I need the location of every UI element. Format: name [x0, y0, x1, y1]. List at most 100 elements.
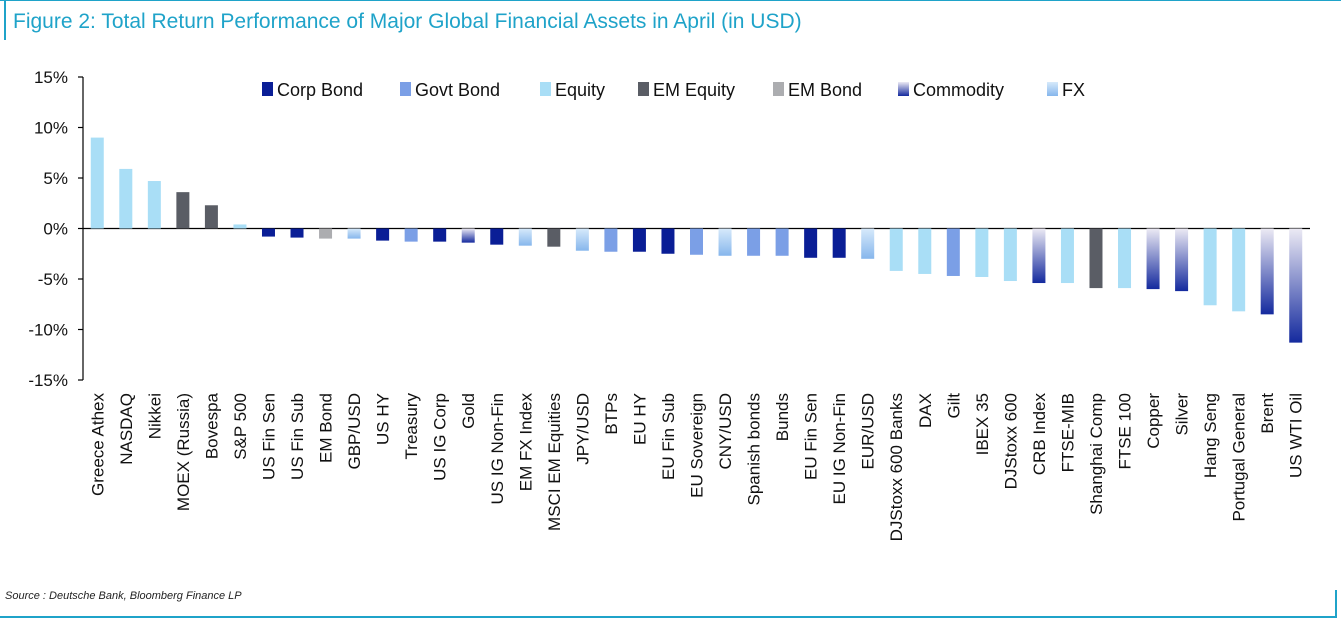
category-label: EU Fin Sen — [802, 393, 821, 480]
bars-group: Greece Athex NASDAQ Nikkei MOEX (Russia) Bov… — [88, 137, 1306, 541]
frame-right-accent — [1335, 590, 1337, 616]
bar — [176, 192, 190, 229]
category-label: DJStoxx 600 — [1001, 393, 1020, 489]
category-label: EU HY — [630, 393, 649, 445]
frame-left-accent — [4, 0, 6, 40]
bar — [946, 228, 960, 276]
y-tick-label: -10% — [28, 321, 68, 340]
legend-label: FX — [1062, 80, 1085, 100]
bar — [747, 228, 761, 256]
bar — [1203, 228, 1217, 306]
bar — [290, 228, 304, 238]
category-label: EU Sovereign — [688, 393, 707, 498]
legend-group: Corp Bond Govt Bond Equity EM Equity EM Bond… — [262, 80, 1085, 100]
category-label: EM Bond — [317, 393, 336, 463]
bar — [1146, 228, 1160, 290]
legend-label: Govt Bond — [415, 80, 500, 100]
category-label: US WTI Oil — [1287, 393, 1306, 478]
category-label: EU IG Non-Fin — [830, 393, 849, 504]
bar — [690, 228, 703, 255]
bar — [376, 228, 390, 241]
y-tick-label: 0% — [43, 220, 68, 239]
category-label: DJStoxx 600 Banks — [887, 393, 906, 541]
legend-swatch — [773, 82, 784, 96]
bar — [147, 181, 161, 229]
bar — [1175, 228, 1189, 292]
bar — [1289, 228, 1303, 343]
frame-bottom-border — [0, 616, 1337, 618]
category-label: Portugal General — [1230, 393, 1249, 522]
category-label: BTPs — [602, 393, 621, 435]
category-label: CRB Index — [1030, 393, 1049, 476]
bar — [518, 228, 532, 246]
category-label: NASDAQ — [117, 393, 136, 465]
category-label: Spanish bonds — [745, 393, 764, 505]
category-label: Greece Athex — [88, 393, 107, 497]
bar — [490, 228, 504, 245]
category-label: Hang Seng — [1201, 393, 1220, 478]
bar — [918, 228, 932, 274]
chart-title: Figure 2: Total Return Performance of Ma… — [13, 10, 802, 33]
legend-label: EM Equity — [653, 80, 735, 100]
bar — [347, 228, 361, 239]
legend-label: Corp Bond — [277, 80, 363, 100]
legend-swatch — [1047, 82, 1058, 96]
bar — [604, 228, 618, 252]
bar — [404, 228, 418, 242]
legend-swatch — [540, 82, 551, 96]
bar — [1032, 228, 1046, 284]
bar — [632, 228, 646, 252]
bar — [547, 228, 561, 247]
bar — [661, 228, 675, 254]
frame-top-border — [0, 0, 1341, 1]
category-label: Gilt — [944, 393, 963, 419]
legend-swatch — [262, 82, 273, 96]
category-label: CNY/USD — [716, 393, 735, 470]
bar — [775, 228, 789, 256]
category-label: EU Fin Sub — [659, 393, 678, 480]
category-label: Silver — [1173, 393, 1192, 436]
bar — [1118, 228, 1132, 289]
category-label: JPY/USD — [573, 393, 592, 465]
legend-swatch — [400, 82, 411, 96]
bar — [433, 228, 447, 242]
category-label: MSCI EM Equities — [545, 393, 564, 531]
bar — [261, 228, 275, 237]
category-label: Copper — [1144, 393, 1163, 449]
bar — [1232, 228, 1246, 312]
category-label: FTSE-MIB — [1058, 393, 1077, 472]
bar — [575, 228, 589, 251]
category-label: US IG Corp — [431, 393, 450, 481]
legend-label: EM Bond — [788, 80, 862, 100]
category-label: Treasury — [402, 393, 421, 460]
category-label: Bovespa — [202, 392, 221, 459]
category-label: Gold — [459, 393, 478, 429]
bar — [319, 228, 333, 239]
bar — [233, 224, 247, 229]
category-label: US HY — [374, 393, 393, 445]
bar — [718, 228, 732, 256]
category-label: GBP/USD — [345, 393, 364, 470]
category-label: US IG Non-Fin — [488, 393, 507, 504]
bar — [804, 228, 818, 258]
category-label: EM FX Index — [516, 393, 535, 492]
bar — [975, 228, 989, 277]
bar — [119, 168, 133, 229]
bar — [461, 228, 475, 243]
y-tick-label: -15% — [28, 371, 68, 390]
category-label: Brent — [1258, 393, 1277, 434]
legend-swatch — [898, 82, 909, 96]
y-tick-label: 5% — [43, 169, 68, 188]
category-label: DAX — [916, 393, 935, 428]
legend-swatch — [638, 82, 649, 96]
category-label: Shanghai Comp — [1087, 393, 1106, 515]
y-tick-label: 10% — [34, 119, 68, 138]
legend-label: Equity — [555, 80, 605, 100]
bar — [861, 228, 875, 259]
category-label: US Fin Sub — [288, 393, 307, 480]
y-tick-label: 15% — [34, 68, 68, 87]
bar — [1003, 228, 1017, 282]
bar — [1089, 228, 1103, 289]
category-label: Bunds — [773, 393, 792, 441]
